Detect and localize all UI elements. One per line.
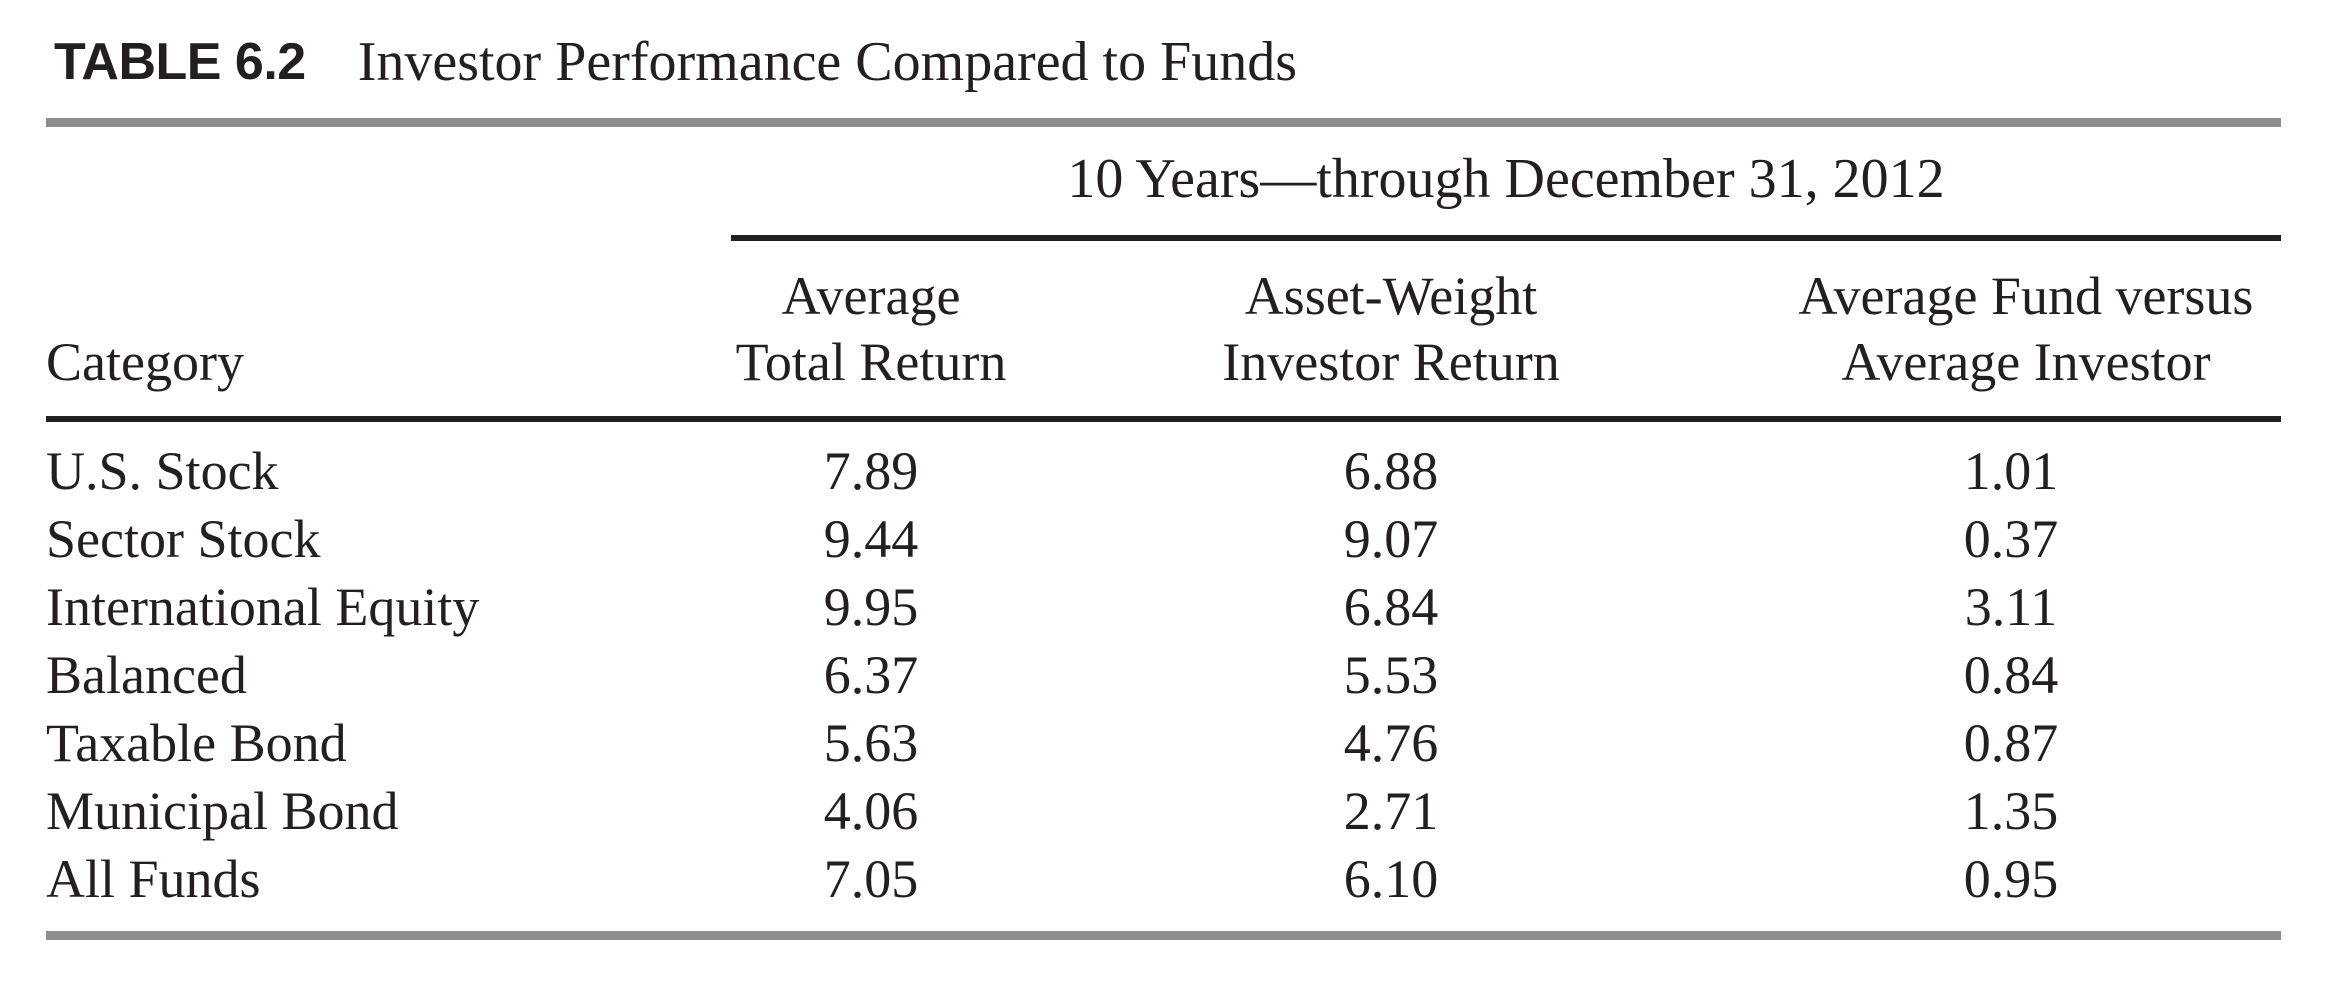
- table-row: Taxable Bond 5.63 4.76 0.87: [46, 709, 2281, 777]
- header-line: Total Return: [735, 332, 1007, 392]
- table-number-label: TABLE 6.2: [54, 33, 306, 91]
- spanner-spacer: [46, 145, 731, 241]
- column-header-average-total-return: Average Total Return: [731, 263, 1011, 395]
- value-cell: 3.11: [1964, 577, 2058, 637]
- table-title: TABLE 6.2 Investor Performance Compared …: [46, 0, 2281, 118]
- value-cell: 0.87: [1963, 713, 2059, 773]
- spanner-header: 10 Years—through December 31, 2012: [731, 145, 2281, 241]
- spanner-header-row: 10 Years—through December 31, 2012: [46, 145, 2281, 241]
- value-cell: 0.95: [1963, 849, 2059, 909]
- column-header-row: Category Average Total Return Asset-Weig…: [46, 263, 2281, 395]
- table-row: Municipal Bond 4.06 2.71 1.35: [46, 777, 2281, 845]
- category-cell: All Funds: [46, 849, 261, 909]
- header-line: Average: [781, 266, 961, 326]
- table-row: U.S. Stock 7.89 6.88 1.01: [46, 437, 2281, 505]
- value-cell: 0.84: [1963, 645, 2059, 705]
- value-cell: 6.37: [823, 645, 919, 705]
- value-cell: 6.88: [1343, 441, 1439, 501]
- value-cell: 2.71: [1343, 781, 1439, 841]
- table-caption: Investor Performance Compared to Funds: [357, 31, 1298, 93]
- category-cell: International Equity: [46, 577, 480, 637]
- header-line: Investor Return: [1222, 332, 1560, 392]
- header-line: Average Fund versus: [1798, 266, 2254, 326]
- column-header-category: Category: [46, 332, 244, 392]
- table-body: U.S. Stock 7.89 6.88 1.01 Sector Stock 9…: [46, 422, 2281, 913]
- value-cell: 6.10: [1343, 849, 1439, 909]
- title-divider: [46, 118, 2281, 127]
- value-cell: 1.01: [1963, 441, 2059, 501]
- value-cell: 9.07: [1343, 509, 1439, 569]
- header-divider: [46, 416, 2281, 422]
- table-row: International Equity 9.95 6.84 3.11: [46, 573, 2281, 641]
- value-cell: 6.84: [1343, 577, 1439, 637]
- category-cell: Balanced: [46, 645, 247, 705]
- value-cell: 1.35: [1963, 781, 2059, 841]
- category-cell: Taxable Bond: [46, 713, 347, 773]
- value-cell: 7.89: [823, 441, 919, 501]
- value-cell: 5.63: [823, 713, 919, 773]
- value-cell: 4.76: [1343, 713, 1439, 773]
- category-cell: U.S. Stock: [46, 441, 279, 501]
- column-header-asset-weight-investor-return: Asset-Weight Investor Return: [1011, 263, 1771, 395]
- column-header-fund-versus-investor: Average Fund versus Average Investor: [1771, 263, 2281, 395]
- value-cell: 5.53: [1343, 645, 1439, 705]
- table-row: All Funds 7.05 6.10 0.95: [46, 845, 2281, 913]
- table-row: Balanced 6.37 5.53 0.84: [46, 641, 2281, 709]
- value-cell: 7.05: [823, 849, 919, 909]
- value-cell: 9.95: [823, 577, 919, 637]
- table-row: Sector Stock 9.44 9.07 0.37: [46, 505, 2281, 573]
- value-cell: 4.06: [823, 781, 919, 841]
- value-cell: 0.37: [1963, 509, 2059, 569]
- header-line: Asset-Weight: [1244, 266, 1538, 326]
- category-cell: Sector Stock: [46, 509, 321, 569]
- bottom-divider: [46, 931, 2281, 940]
- category-cell: Municipal Bond: [46, 781, 399, 841]
- header-line: Average Investor: [1841, 332, 2211, 392]
- value-cell: 9.44: [823, 509, 919, 569]
